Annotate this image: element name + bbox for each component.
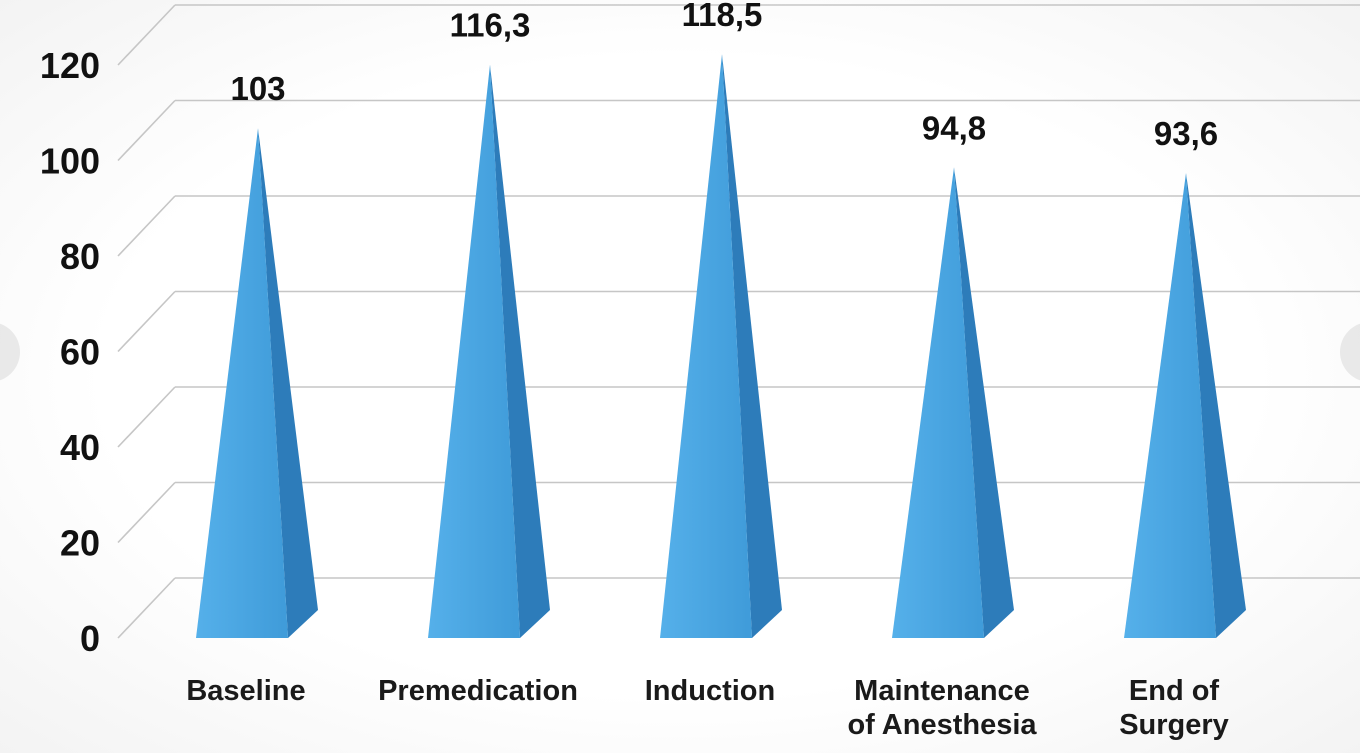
value-label: 93,6	[1154, 115, 1218, 152]
left-edge-overlay	[0, 323, 20, 381]
category-label: Premedication	[378, 675, 578, 707]
grid-layer	[117, 4, 1360, 639]
pyramid-front-face	[1124, 173, 1216, 638]
y-tick-label: 100	[40, 141, 100, 182]
y-tick-label: 40	[60, 427, 100, 468]
bars-layer	[196, 54, 1246, 639]
pyramid-bar	[892, 167, 1014, 638]
pyramid-bar	[196, 128, 318, 639]
gridline-diagonal	[117, 386, 176, 448]
y-tick-label: 20	[60, 523, 100, 564]
gridline-diagonal	[117, 481, 176, 544]
pyramid-bar	[428, 64, 550, 639]
right-edge-overlay	[1340, 323, 1360, 381]
overlay-layer	[0, 323, 1360, 381]
value-label: 116,3	[450, 7, 531, 44]
gridline-diagonal	[117, 99, 176, 162]
labels-layer: 0 20 40 60 80 100 120 103 Baseline 116,3 Premedica…	[40, 0, 1229, 741]
y-tick-label: 0	[80, 618, 100, 659]
y-tick-label: 120	[40, 45, 100, 86]
gridline-diagonal	[117, 290, 176, 353]
pyramid-side-face	[1186, 173, 1246, 638]
pyramid-front-face	[196, 128, 288, 639]
pyramid-front-face	[660, 54, 752, 639]
pyramid-side-face	[722, 54, 782, 639]
y-tick-label: 60	[60, 332, 100, 373]
category-label: Maintenance of Anesthesia	[847, 675, 1037, 741]
value-label: 94,8	[922, 109, 986, 146]
gridline-diagonal	[117, 4, 176, 66]
gridline-diagonal	[117, 195, 176, 257]
gridline-diagonal	[117, 577, 176, 639]
pyramid-bar	[1124, 173, 1246, 638]
category-label: Induction	[645, 675, 775, 707]
category-label: Baseline	[186, 675, 305, 707]
pyramid-front-face	[892, 167, 984, 638]
value-label: 118,5	[682, 0, 763, 33]
pyramid-bar	[660, 54, 782, 639]
category-label: End of Surgery	[1119, 675, 1229, 741]
y-tick-label: 80	[60, 236, 100, 277]
pyramid-side-face	[490, 64, 550, 639]
pyramid-side-face	[954, 167, 1014, 638]
pyramid-front-face	[428, 64, 520, 639]
value-label: 103	[230, 70, 285, 107]
pyramid-side-face	[258, 128, 318, 639]
